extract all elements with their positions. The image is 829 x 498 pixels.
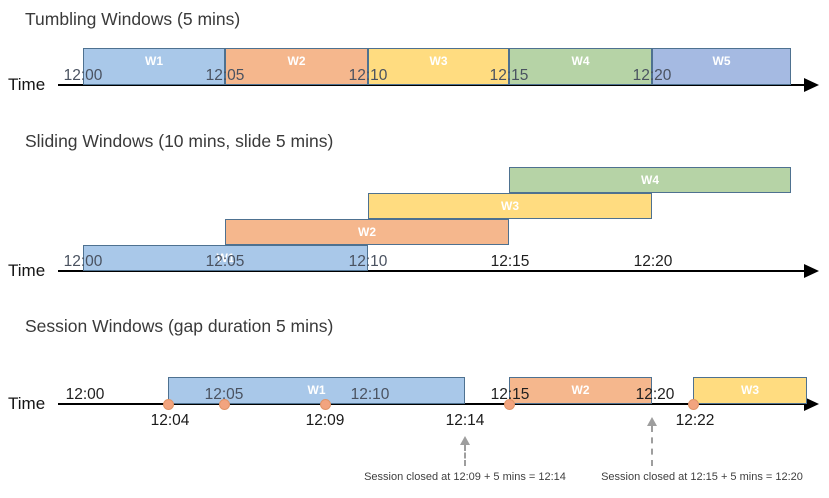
tumbling-windows-w1-box (83, 48, 225, 85)
session-windows-title: Session Windows (gap duration 5 mins) (25, 316, 334, 336)
sliding-windows-tick-12-00: 12:00 (63, 253, 103, 270)
tumbling-windows-tick-12-15: 12:15 (489, 67, 529, 84)
sliding-windows-tick-12-05: 12:05 (205, 253, 245, 270)
session-windows-w2-label: W2 (571, 383, 590, 397)
session-windows-event-dot (319, 398, 331, 410)
session-windows-w1-label: W1 (307, 383, 326, 397)
session-windows-tick-12-20: 12:20 (635, 386, 675, 403)
tumbling-windows-w5-box (652, 48, 791, 85)
tumbling-windows-title: Tumbling Windows (5 mins) (25, 9, 241, 29)
session-windows-callout-dashed-line (651, 426, 653, 466)
session-windows-callout-arrowhead (460, 436, 470, 445)
tumbling-windows-w1-label: W1 (145, 54, 163, 68)
session-windows-callout-arrowhead (647, 417, 657, 426)
session-windows-tick-12-10: 12:10 (350, 386, 390, 403)
sliding-windows-w4-label: W4 (641, 173, 659, 187)
session-windows-w2-box (509, 377, 652, 404)
tumbling-windows-timeline (58, 84, 804, 86)
session-windows-tick-12-00: 12:00 (65, 386, 105, 403)
sliding-windows-w2-label: W2 (358, 225, 376, 239)
sliding-windows-title: Sliding Windows (10 mins, slide 5 mins) (25, 131, 334, 151)
sliding-windows-timeline-arrowhead (804, 264, 819, 278)
tumbling-windows-w5-label: W5 (712, 54, 731, 68)
sliding-windows-w1-box (83, 245, 368, 271)
session-windows-callout-note: Session closed at 12:15 + 5 mins = 12:20 (601, 471, 803, 483)
tumbling-windows-w3-box (368, 48, 509, 85)
tumbling-windows-tick-12-10: 12:10 (348, 67, 388, 84)
tumbling-windows-w2-label: W2 (287, 54, 306, 68)
tumbling-windows-tick-12-05: 12:05 (205, 67, 245, 84)
tumbling-windows-timeline-arrowhead (804, 78, 819, 92)
session-windows-callout-dashed-line (464, 445, 466, 466)
tumbling-windows-tick-12-20: 12:20 (632, 67, 672, 84)
sliding-windows-tick-12-20: 12:20 (633, 253, 673, 270)
session-windows-event-dot (162, 398, 174, 410)
session-windows-event-dot (503, 398, 515, 410)
sliding-windows-w3-label: W3 (501, 199, 519, 213)
session-windows-tick-12-15: 12:15 (490, 386, 530, 403)
sliding-windows-w3-box (368, 193, 652, 219)
session-windows-event-dot (687, 398, 699, 410)
tumbling-windows-w2-box (225, 48, 368, 85)
session-windows-event-label-12-14: 12:14 (445, 412, 485, 429)
time-axis-label-sliding: Time (8, 261, 46, 280)
time-axis-label-tumbling: Time (8, 75, 46, 94)
session-windows-timeline (58, 403, 804, 405)
time-axis-label-session: Time (8, 394, 46, 413)
sliding-windows-tick-12-10: 12:10 (348, 253, 388, 270)
sliding-windows-timeline (58, 270, 804, 272)
session-windows-w3-label: W3 (741, 383, 759, 397)
sliding-windows-w4-box (509, 167, 791, 193)
session-windows-w3-box (693, 377, 807, 404)
tumbling-windows-w4-label: W4 (571, 54, 590, 68)
tumbling-windows-w4-box (509, 48, 652, 85)
session-windows-callout-note: Session closed at 12:09 + 5 mins = 12:14 (364, 471, 566, 483)
session-windows-event-label-12-22: 12:22 (675, 412, 715, 429)
tumbling-windows-tick-12-00: 12:00 (63, 67, 103, 84)
session-windows-event-label-12-09: 12:09 (305, 412, 345, 429)
session-windows-w1-box (168, 377, 465, 404)
session-windows-timeline-arrowhead (804, 397, 819, 411)
sliding-windows-w1-label: W1 (216, 251, 235, 265)
session-windows-tick-12-05: 12:05 (204, 386, 244, 403)
sliding-windows-w2-box (225, 219, 509, 245)
tumbling-windows-w3-label: W3 (429, 54, 448, 68)
session-windows-event-label-12-04: 12:04 (150, 412, 190, 429)
sliding-windows-tick-12-15: 12:15 (490, 253, 530, 270)
session-windows-event-dot (218, 398, 230, 410)
